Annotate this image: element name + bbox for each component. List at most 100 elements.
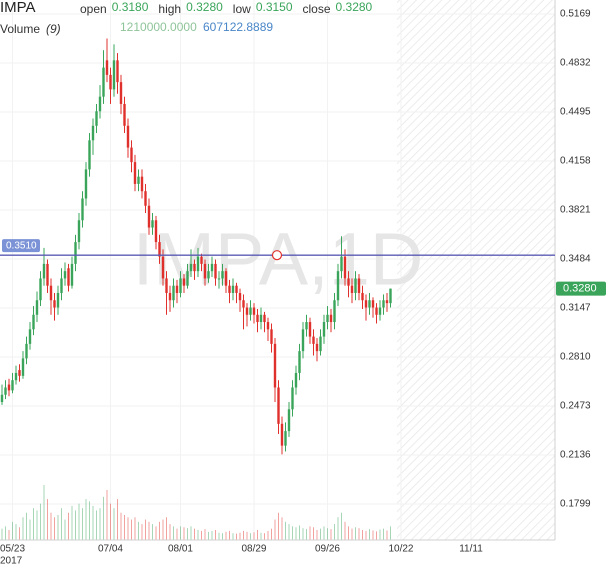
volume-bar <box>295 527 297 540</box>
candle-body <box>235 285 238 293</box>
candle-body <box>329 314 333 323</box>
volume-bar <box>365 530 367 540</box>
hline-label: 0.3510 <box>6 240 37 251</box>
volume-bar <box>326 528 328 540</box>
volume-bar <box>176 528 178 540</box>
volume-bar <box>8 530 10 540</box>
volume-bar <box>267 530 269 540</box>
x-tick-label: 11/11 <box>459 544 483 555</box>
candle-body <box>322 322 326 337</box>
volume-bar <box>158 521 160 540</box>
candle-body <box>182 278 186 286</box>
volume-bar <box>1 528 3 540</box>
field-value: 0.3280 <box>186 0 223 14</box>
volume-bar <box>256 530 258 540</box>
candle-body <box>343 256 347 279</box>
volume-bar <box>169 524 171 540</box>
candle-body <box>179 278 182 293</box>
volume-bar <box>109 503 111 540</box>
volume-bar <box>186 528 188 540</box>
x-tick-label: 05/23 <box>0 544 25 555</box>
volume-bar <box>88 501 90 540</box>
volume-bar <box>309 526 311 540</box>
candle-body <box>49 285 53 301</box>
volume-bar <box>67 512 69 540</box>
candle-body <box>291 387 294 410</box>
volume-bar <box>246 531 248 540</box>
volume-bar <box>214 530 216 540</box>
candle-body <box>270 329 273 344</box>
candle-body <box>123 103 126 126</box>
volume-bar <box>253 532 255 540</box>
volume-bar <box>60 508 62 540</box>
volume-bar <box>372 530 374 540</box>
candle-body <box>88 140 91 170</box>
candle-body <box>280 423 284 446</box>
volume-bar <box>204 529 206 540</box>
field-label: high <box>158 2 181 16</box>
candle-body <box>214 263 217 279</box>
volume-bar <box>288 524 290 540</box>
volume-bar <box>127 517 129 540</box>
candle-body <box>312 336 315 344</box>
volume-param: (9) <box>46 22 61 36</box>
x-tick-label: 09/26 <box>315 544 340 555</box>
candle-body <box>301 329 305 352</box>
volume-bar <box>11 521 13 540</box>
candle-body <box>0 394 4 403</box>
candle-body <box>375 307 378 315</box>
candle-body <box>347 278 350 286</box>
volume-bar <box>284 521 286 540</box>
volume-bar <box>281 517 283 540</box>
candle-body <box>165 278 168 293</box>
candle-body <box>217 278 221 280</box>
candle-body <box>298 351 301 373</box>
hline-badge <box>2 239 40 253</box>
volume-bar <box>228 530 230 540</box>
volume-bar <box>207 531 209 540</box>
volume-bar <box>382 528 384 540</box>
volume-bar <box>298 525 300 540</box>
candle-body <box>319 336 322 352</box>
candle-body <box>140 176 144 192</box>
candle-body <box>273 343 277 388</box>
candle-body <box>228 285 231 293</box>
volume-bar <box>190 526 192 540</box>
volume-bar <box>172 526 174 540</box>
candle-body <box>154 220 158 243</box>
volume-bar <box>197 530 199 540</box>
y-tick-label: 0.3484 <box>560 254 591 265</box>
candle-body <box>189 263 193 272</box>
volume-bar <box>218 532 220 540</box>
candle-body <box>4 387 7 395</box>
candle-body <box>77 220 81 243</box>
volume-bar <box>50 512 52 540</box>
volume-bar <box>32 508 34 540</box>
volume-bar <box>155 526 157 540</box>
volume-bar <box>347 526 349 540</box>
volume-bar <box>25 512 27 540</box>
y-tick-label: 0.2810 <box>560 352 591 363</box>
volume-bar <box>137 521 139 540</box>
candle-body <box>137 176 140 184</box>
candle-body <box>186 271 189 286</box>
candle-body <box>266 322 270 330</box>
candle-body <box>175 285 179 293</box>
volume-bar <box>165 517 167 540</box>
candle-body <box>46 263 49 286</box>
volume-bar <box>386 530 388 540</box>
symbol: IMPA <box>0 0 36 16</box>
candle-body <box>196 256 200 272</box>
volume-bar <box>389 526 391 540</box>
volume-bar <box>291 526 293 540</box>
candle-body <box>60 278 63 293</box>
volume-bar <box>99 508 101 540</box>
candle-body <box>256 314 259 323</box>
candle-body <box>336 271 340 301</box>
volume-bar <box>39 503 41 540</box>
candle-body <box>11 380 14 391</box>
volume-bar <box>302 528 304 540</box>
field-value: 0.3150 <box>256 0 293 14</box>
